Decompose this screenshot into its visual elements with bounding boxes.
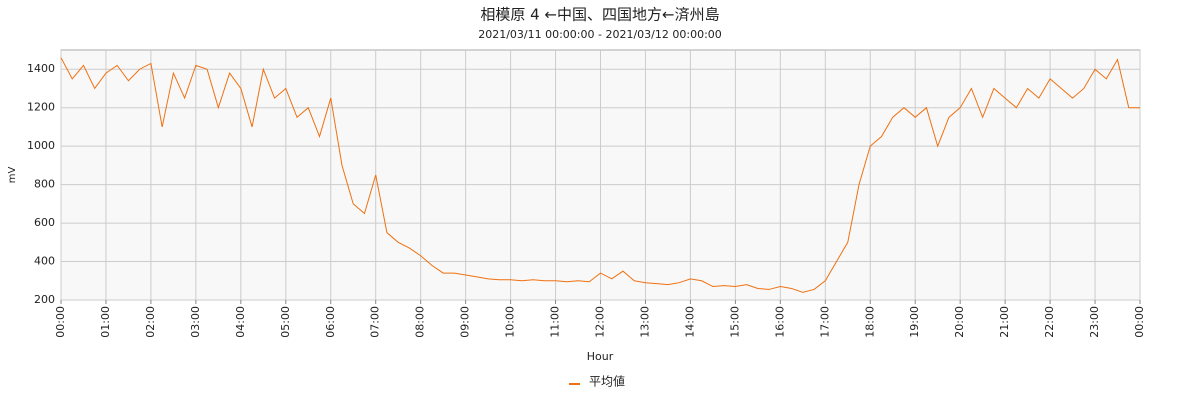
x-tick-label: 12:00	[594, 306, 607, 338]
y-tick-label: 200	[34, 293, 55, 306]
x-tick-label: 11:00	[549, 306, 562, 338]
x-tick-label: 21:00	[998, 306, 1011, 338]
x-tick-label: 02:00	[144, 306, 157, 338]
x-tick-label: 16:00	[773, 306, 786, 338]
x-tick-label: 03:00	[189, 306, 202, 338]
x-tick-label: 06:00	[324, 306, 337, 338]
x-axis-label: Hour	[587, 350, 614, 363]
x-tick-label: 20:00	[953, 306, 966, 338]
x-tick-label: 18:00	[863, 306, 876, 338]
y-tick-label: 400	[34, 255, 55, 268]
y-tick-label: 800	[34, 178, 55, 191]
x-tick-label: 22:00	[1043, 306, 1056, 338]
x-tick-label: 15:00	[728, 306, 741, 338]
x-tick-label: 07:00	[369, 306, 382, 338]
data-line	[60, 57, 1140, 293]
x-tick-label: 14:00	[683, 306, 696, 338]
x-tick-label: 01:00	[99, 306, 112, 338]
x-tick-label: 13:00	[638, 306, 651, 338]
y-tick-label: 1400	[27, 62, 55, 75]
chart-subtitle: 2021/03/11 00:00:00 - 2021/03/12 00:00:0…	[478, 28, 722, 41]
x-tick-label: 19:00	[908, 306, 921, 338]
x-tick-label: 10:00	[504, 306, 517, 338]
x-tick-label: 23:00	[1088, 306, 1101, 338]
x-tick-label: 17:00	[818, 306, 831, 338]
y-tick-label: 1200	[27, 101, 55, 114]
y-tick-label: 600	[34, 216, 55, 229]
y-tick-label: 1000	[27, 139, 55, 152]
x-tick-label: 00:00	[54, 306, 67, 338]
x-tick-label: 08:00	[414, 306, 427, 338]
x-tick-label: 04:00	[234, 306, 247, 338]
y-axis-label: mV	[7, 167, 18, 184]
x-tick-label: 05:00	[279, 306, 292, 338]
chart-title: 相模原 4 ←中国、四国地方←済州島	[480, 6, 719, 24]
x-tick-label: 09:00	[459, 306, 472, 338]
legend-label: 平均値	[589, 374, 625, 389]
x-tick-label: 00:00	[1133, 306, 1146, 338]
